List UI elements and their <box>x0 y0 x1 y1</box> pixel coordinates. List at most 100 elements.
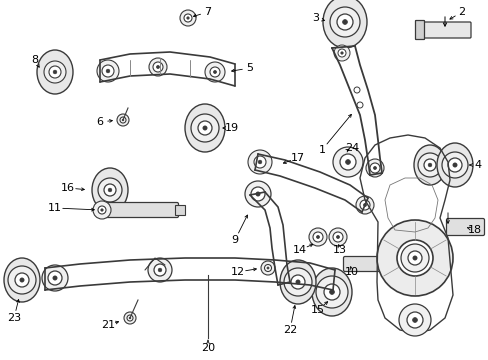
Circle shape <box>53 70 57 74</box>
Text: 11: 11 <box>48 203 62 213</box>
Ellipse shape <box>92 168 128 212</box>
Circle shape <box>101 209 103 211</box>
Ellipse shape <box>436 143 472 187</box>
Circle shape <box>340 52 343 54</box>
Text: 23: 23 <box>7 313 21 323</box>
Text: 16: 16 <box>61 183 75 193</box>
Circle shape <box>333 45 349 61</box>
Circle shape <box>373 166 376 170</box>
Circle shape <box>15 273 29 287</box>
Ellipse shape <box>49 64 61 80</box>
Circle shape <box>407 251 421 265</box>
Circle shape <box>8 266 36 294</box>
Circle shape <box>104 184 116 196</box>
Circle shape <box>412 256 416 260</box>
Circle shape <box>336 14 352 30</box>
Circle shape <box>316 235 319 238</box>
Circle shape <box>409 253 420 264</box>
Circle shape <box>261 261 274 275</box>
Circle shape <box>447 158 461 172</box>
Circle shape <box>337 49 346 57</box>
Circle shape <box>42 265 68 291</box>
Circle shape <box>441 152 467 178</box>
Text: 5: 5 <box>246 63 253 73</box>
Ellipse shape <box>291 274 304 290</box>
Circle shape <box>295 280 300 284</box>
Circle shape <box>98 178 122 202</box>
Circle shape <box>324 284 339 300</box>
Circle shape <box>148 258 172 282</box>
Ellipse shape <box>280 260 315 304</box>
Circle shape <box>328 228 346 246</box>
Circle shape <box>122 119 123 121</box>
Text: 4: 4 <box>473 160 481 170</box>
Circle shape <box>355 196 373 214</box>
Circle shape <box>412 318 417 323</box>
Ellipse shape <box>424 158 435 172</box>
Text: 8: 8 <box>31 55 39 65</box>
Text: 9: 9 <box>231 235 238 245</box>
Circle shape <box>255 192 260 196</box>
Circle shape <box>153 62 163 72</box>
Text: 12: 12 <box>230 267 244 277</box>
Circle shape <box>247 150 271 174</box>
Ellipse shape <box>37 50 73 94</box>
Circle shape <box>312 232 323 242</box>
Circle shape <box>102 65 114 77</box>
Circle shape <box>332 147 362 177</box>
FancyBboxPatch shape <box>415 21 424 40</box>
Text: 18: 18 <box>467 225 481 235</box>
Ellipse shape <box>103 182 116 198</box>
Ellipse shape <box>325 284 338 300</box>
Circle shape <box>258 160 261 164</box>
Circle shape <box>308 228 326 246</box>
Circle shape <box>398 304 430 336</box>
Circle shape <box>48 271 62 285</box>
Circle shape <box>315 276 347 308</box>
Circle shape <box>339 154 355 170</box>
Circle shape <box>396 240 432 276</box>
Circle shape <box>427 163 431 167</box>
Text: 1: 1 <box>318 145 325 155</box>
Text: 13: 13 <box>332 245 346 255</box>
Circle shape <box>49 66 61 78</box>
Circle shape <box>342 19 346 24</box>
Circle shape <box>180 10 196 26</box>
Circle shape <box>154 264 165 276</box>
Circle shape <box>264 265 271 271</box>
Text: 14: 14 <box>292 245 306 255</box>
Circle shape <box>156 66 159 68</box>
Text: 10: 10 <box>345 267 358 277</box>
Circle shape <box>369 163 379 173</box>
Circle shape <box>44 61 66 83</box>
FancyBboxPatch shape <box>343 256 394 271</box>
Circle shape <box>129 317 131 319</box>
Circle shape <box>452 163 456 167</box>
Circle shape <box>253 156 265 168</box>
Circle shape <box>250 187 264 201</box>
Circle shape <box>290 275 305 289</box>
Text: 17: 17 <box>290 153 305 163</box>
Circle shape <box>244 181 270 207</box>
Circle shape <box>149 58 167 76</box>
Circle shape <box>406 312 422 328</box>
Ellipse shape <box>448 157 460 173</box>
Circle shape <box>106 69 110 73</box>
Ellipse shape <box>4 258 40 302</box>
Circle shape <box>332 232 342 242</box>
Circle shape <box>203 126 207 130</box>
Circle shape <box>98 206 106 214</box>
Circle shape <box>284 268 311 296</box>
Ellipse shape <box>198 120 212 136</box>
Circle shape <box>209 67 220 77</box>
Text: 3: 3 <box>312 13 319 23</box>
Circle shape <box>363 203 366 207</box>
Text: 22: 22 <box>282 325 297 335</box>
Ellipse shape <box>16 272 28 288</box>
FancyBboxPatch shape <box>446 219 484 235</box>
Circle shape <box>417 153 441 177</box>
Ellipse shape <box>184 104 224 152</box>
FancyBboxPatch shape <box>101 202 178 217</box>
Circle shape <box>53 276 57 280</box>
Ellipse shape <box>413 145 445 185</box>
